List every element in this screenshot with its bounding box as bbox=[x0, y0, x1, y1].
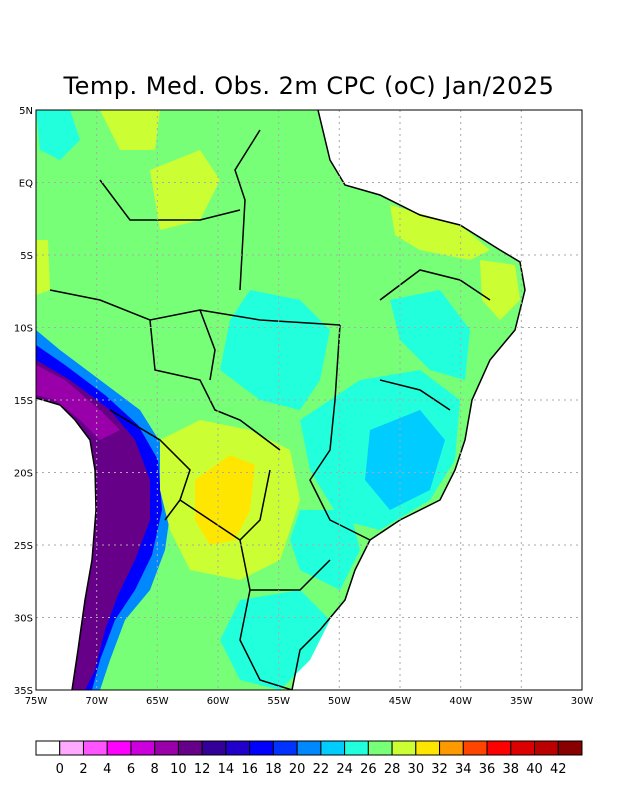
colorbar-swatch bbox=[106, 740, 132, 756]
lon-label: 65W bbox=[146, 696, 169, 707]
colorbar-swatch bbox=[201, 740, 227, 756]
colorbar-swatch bbox=[177, 740, 203, 756]
colorbar-label: 0 bbox=[56, 762, 64, 777]
map-title: Temp. Med. Obs. 2m CPC (oC) Jan/2025 bbox=[63, 72, 555, 100]
hot-region-chaco bbox=[195, 455, 255, 545]
colorbar-swatch bbox=[59, 740, 84, 756]
lat-label: 15S bbox=[14, 396, 33, 407]
colorbar-swatch bbox=[510, 740, 536, 756]
colorbar-swatch bbox=[249, 740, 274, 756]
colorbar-swatch bbox=[367, 740, 393, 756]
lat-label: 35S bbox=[14, 686, 33, 697]
colorbar-label: 10 bbox=[170, 762, 187, 777]
lon-label: 50W bbox=[328, 696, 351, 707]
colorbar-label: 26 bbox=[360, 762, 377, 777]
lat-label: 10S bbox=[14, 324, 33, 335]
colorbar-swatch bbox=[462, 740, 488, 756]
colorbar-label: 18 bbox=[265, 762, 282, 777]
cyan-region-center bbox=[220, 290, 330, 410]
colorbar-swatch bbox=[344, 740, 369, 756]
lat-label: 25S bbox=[14, 541, 33, 552]
colorbar-swatch bbox=[296, 740, 322, 756]
colorbar-swatch bbox=[130, 740, 156, 756]
colorbar-label: 16 bbox=[241, 762, 258, 777]
colorbar-swatch bbox=[439, 740, 464, 756]
lat-label: 30S bbox=[14, 614, 33, 625]
map-frame bbox=[35, 109, 583, 691]
colorbar-label: 22 bbox=[313, 762, 330, 777]
map-field bbox=[36, 110, 582, 690]
colorbar-swatch bbox=[154, 740, 179, 756]
colorbar-label: 42 bbox=[550, 762, 567, 777]
colorbar-swatch bbox=[534, 740, 559, 756]
andes-cold-core bbox=[36, 360, 150, 690]
lon-label: 75W bbox=[25, 696, 48, 707]
graticule bbox=[36, 110, 582, 690]
lon-label: 60W bbox=[207, 696, 230, 707]
colorbar-swatch bbox=[486, 740, 512, 756]
colorbar-swatch bbox=[225, 740, 251, 756]
lon-label: 40W bbox=[449, 696, 472, 707]
colorbar-label: 6 bbox=[127, 762, 135, 777]
colorbar-label: 14 bbox=[218, 762, 235, 777]
longitude-labels: 75W 70W 65W 60W 55W 50W 45W 40W 35W 30W bbox=[25, 696, 594, 707]
colorbar-swatch bbox=[415, 740, 441, 756]
lon-label: 30W bbox=[571, 696, 594, 707]
lat-label: EQ bbox=[19, 179, 33, 190]
colorbar: 0 2 4 6 8 10 12 14 16 18 20 22 24 26 28 30 32 34 36 38 40 42 bbox=[35, 740, 583, 777]
lat-label: 5N bbox=[19, 106, 33, 117]
colorbar-label: 24 bbox=[336, 762, 353, 777]
colorbar-label: 40 bbox=[526, 762, 543, 777]
colorbar-label: 20 bbox=[289, 762, 306, 777]
colorbar-swatch bbox=[557, 740, 583, 756]
lat-label: 5S bbox=[20, 251, 33, 262]
colorbar-swatch bbox=[320, 740, 346, 756]
colorbar-label: 28 bbox=[384, 762, 401, 777]
colorbar-label: 12 bbox=[194, 762, 211, 777]
lat-label: 20S bbox=[14, 469, 33, 480]
lon-label: 70W bbox=[85, 696, 108, 707]
colorbar-label: 38 bbox=[503, 762, 520, 777]
colorbar-label: 36 bbox=[479, 762, 496, 777]
colorbar-label: 2 bbox=[79, 762, 87, 777]
colorbar-swatch bbox=[272, 740, 298, 756]
lon-label: 55W bbox=[267, 696, 290, 707]
colorbar-swatch bbox=[35, 740, 61, 756]
colorbar-label: 34 bbox=[455, 762, 472, 777]
colorbar-label: 8 bbox=[151, 762, 159, 777]
colorbar-swatch bbox=[82, 740, 108, 756]
colorbar-swatch bbox=[391, 740, 417, 756]
colorbar-label: 4 bbox=[103, 762, 111, 777]
colorbar-label: 30 bbox=[408, 762, 425, 777]
latitude-labels: 5N EQ 5S 10S 15S 20S 25S 30S 35S bbox=[14, 106, 33, 697]
colorbar-label: 32 bbox=[431, 762, 448, 777]
lon-label: 35W bbox=[510, 696, 533, 707]
political-borders bbox=[36, 110, 526, 690]
lon-label: 45W bbox=[389, 696, 412, 707]
cyan-region-south bbox=[220, 590, 330, 690]
